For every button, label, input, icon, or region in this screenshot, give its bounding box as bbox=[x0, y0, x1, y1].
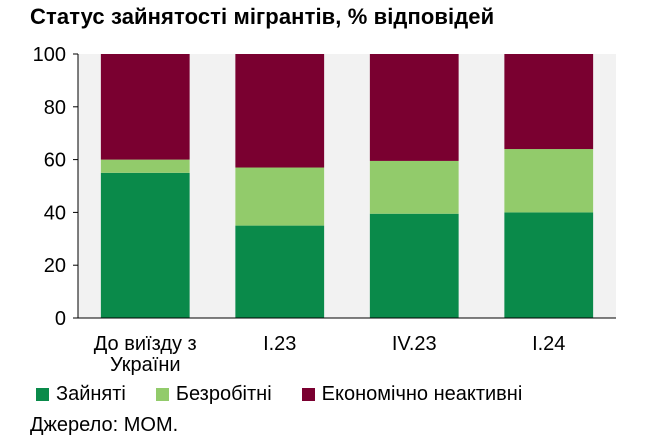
x-tick-label: До виїзду з України bbox=[94, 333, 197, 376]
bar-2-3 bbox=[504, 54, 594, 150]
legend-swatch-unemployed bbox=[155, 388, 169, 401]
legend-swatch-inactive bbox=[301, 388, 315, 401]
bar-0-0 bbox=[100, 172, 190, 318]
legend-label-unemployed: Безробітні bbox=[175, 383, 272, 405]
x-tick-label: I.23 bbox=[263, 333, 296, 355]
bar-2-2 bbox=[369, 54, 459, 161]
legend-item-unemployed: Безробітні bbox=[155, 383, 272, 406]
legend-item-employed: Зайняті bbox=[36, 383, 126, 406]
bar-0-1 bbox=[235, 225, 325, 318]
stacked-bar-chart: 0 20 40 60 80 100 До виїзду з України I.23 IV.23 I… bbox=[33, 44, 616, 376]
legend-item-inactive: Економічно неактивні bbox=[301, 383, 523, 406]
bar-2-1 bbox=[235, 54, 325, 168]
x-tick-label: I.24 bbox=[532, 333, 565, 355]
y-tick-label: 0 bbox=[55, 308, 66, 330]
legend-label-employed: Зайняті bbox=[56, 383, 126, 405]
bar-1-2 bbox=[369, 160, 459, 214]
chart-legend: Зайняті Безробітні Економічно неактивні bbox=[36, 383, 552, 406]
chart-title: Статус зайнятості мігрантів, % відповіде… bbox=[30, 4, 495, 29]
bar-1-0 bbox=[100, 159, 190, 173]
bar-0-3 bbox=[504, 212, 594, 318]
legend-swatch-employed bbox=[36, 388, 49, 401]
y-tick-label: 60 bbox=[44, 150, 66, 172]
y-tick-label: 40 bbox=[44, 202, 66, 224]
bar-0-2 bbox=[369, 213, 459, 318]
source-note: Джерело: МОМ. bbox=[30, 414, 179, 436]
x-tick-label: IV.23 bbox=[392, 333, 437, 355]
bar-1-3 bbox=[504, 149, 594, 213]
legend-label-inactive: Економічно неактивні bbox=[321, 383, 523, 405]
bar-1-1 bbox=[235, 167, 325, 226]
y-tick-label: 80 bbox=[44, 97, 66, 119]
y-tick-label: 20 bbox=[44, 255, 66, 277]
y-tick-label: 100 bbox=[33, 44, 66, 66]
bar-2-0 bbox=[100, 54, 190, 160]
